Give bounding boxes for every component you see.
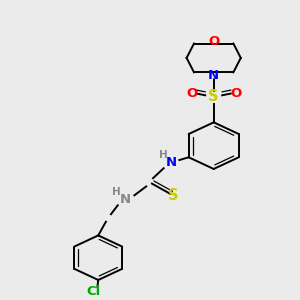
Text: H: H: [112, 187, 121, 197]
Text: Cl: Cl: [87, 286, 101, 298]
Text: O: O: [186, 87, 197, 100]
Text: H: H: [159, 150, 168, 160]
Text: N: N: [208, 69, 219, 82]
Text: S: S: [208, 89, 219, 104]
Text: O: O: [230, 87, 242, 100]
Text: O: O: [208, 35, 219, 48]
Text: N: N: [165, 156, 176, 169]
Text: N: N: [119, 193, 130, 206]
Text: S: S: [168, 188, 178, 203]
